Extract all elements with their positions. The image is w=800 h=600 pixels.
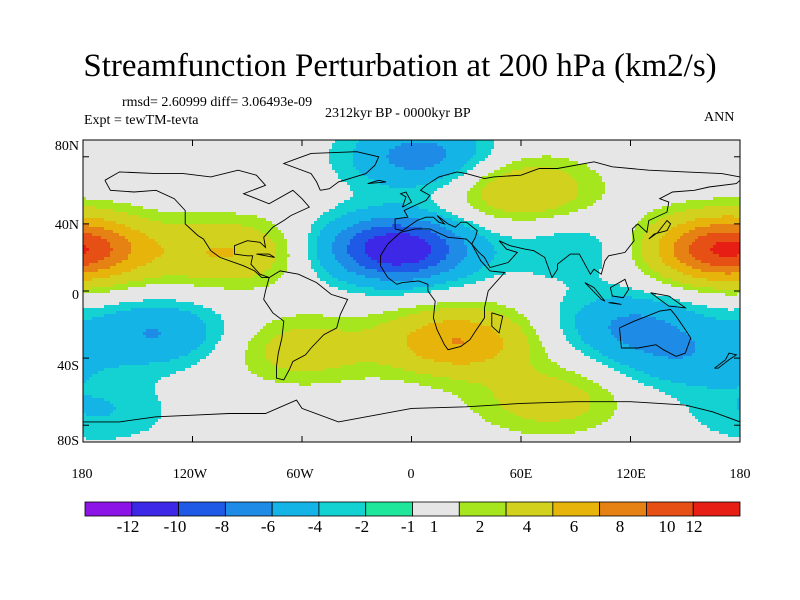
colorbar-label: -12: [108, 517, 148, 537]
colorbar-label: -2: [342, 517, 382, 537]
colorbar-swatch: [458, 501, 507, 517]
colorbar-swatch: [318, 501, 367, 517]
colorbar-label: -6: [248, 517, 288, 537]
colorbar-swatch: [692, 501, 741, 517]
coastline: [714, 352, 738, 369]
lon-label: 180: [52, 467, 112, 483]
coastline: [394, 179, 740, 279]
lat-label: 80S: [49, 434, 79, 450]
coastline: [650, 292, 687, 309]
coastlines: [83, 151, 740, 423]
period-label: 2312kyr BP - 0000kyr BP: [325, 106, 471, 122]
colorbar-swatch: [84, 501, 133, 517]
coastline: [609, 278, 630, 299]
lon-label: 60W: [270, 467, 330, 483]
colorbar-label: 8: [600, 517, 640, 537]
colorbar-swatch: [365, 501, 413, 517]
coastline: [648, 219, 672, 240]
contour-field: [83, 140, 740, 442]
coastline: [256, 253, 275, 258]
coastline: [619, 309, 692, 357]
colorbar-label: 10: [647, 517, 687, 537]
colorbar-swatch: [224, 501, 273, 517]
colorbar-swatch: [505, 501, 554, 517]
colorbar-label: 2: [460, 517, 500, 537]
colorbar-label: 6: [554, 517, 594, 537]
colorbar-swatch: [131, 501, 179, 517]
lon-label: 120E: [601, 467, 661, 483]
coastline: [263, 270, 349, 381]
colorbar-label: -4: [295, 517, 335, 537]
lat-label: 80N: [49, 139, 79, 155]
coastline: [608, 302, 622, 305]
colorbar-swatch: [552, 501, 601, 517]
colorbar-label: -10: [155, 517, 195, 537]
colorbar-label: 4: [507, 517, 547, 537]
rmsd-stats: rmsd= 2.60999 diff= 3.06493e-09: [122, 95, 312, 111]
coastline: [83, 399, 740, 423]
lon-label: 60E: [491, 467, 551, 483]
lon-label: 120W: [160, 467, 220, 483]
colorbar-swatch: [599, 501, 647, 517]
coastline: [367, 179, 387, 185]
plot-title: Streamfunction Perturbation at 200 hPa (…: [0, 48, 800, 85]
colorbar-swatch: [646, 501, 694, 517]
coastline: [282, 151, 380, 191]
coastline: [491, 312, 504, 334]
coastline: [394, 161, 740, 229]
colorbar-label: 1: [414, 517, 454, 537]
colorbar-swatch: [412, 501, 460, 517]
coastline: [104, 169, 311, 279]
colorbar-label: 12: [674, 517, 714, 537]
colorbar-swatch: [178, 501, 226, 517]
coastline: [380, 228, 506, 351]
lon-label: 180: [710, 467, 770, 483]
season-label: ANN: [704, 110, 734, 126]
colorbar-label: -8: [202, 517, 242, 537]
lat-label: 0: [49, 288, 79, 304]
coastline: [399, 191, 413, 208]
lat-label: 40S: [49, 359, 79, 375]
coastline: [584, 282, 606, 302]
lat-label: 40N: [49, 218, 79, 234]
colorbar-label: -1: [388, 517, 428, 537]
experiment-label: Expt = tewTM-tevta: [84, 113, 198, 129]
colorbar-swatch: [271, 501, 320, 517]
lon-label: 0: [381, 467, 441, 483]
